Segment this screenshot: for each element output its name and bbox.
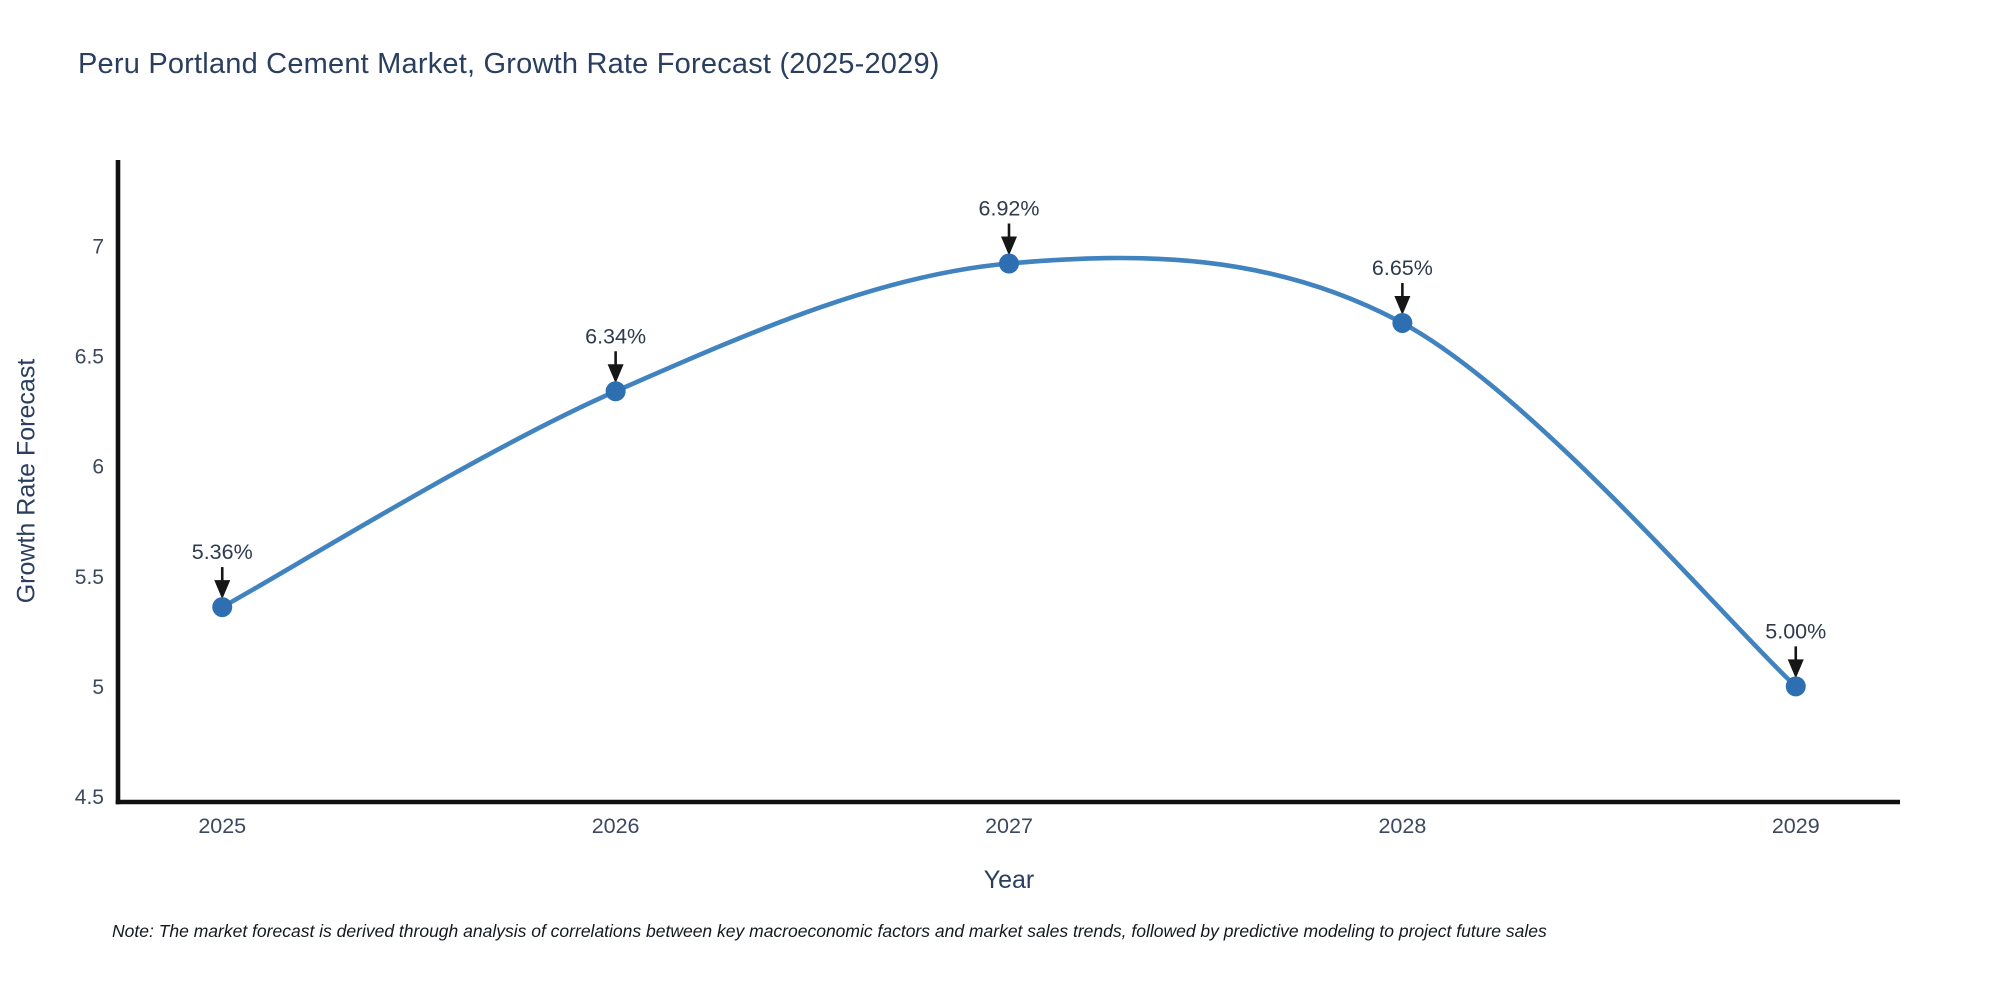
annotation-arrowhead-icon	[1001, 236, 1017, 256]
point-annotation-label: 6.65%	[1372, 256, 1433, 280]
y-tick-label: 7	[92, 235, 104, 258]
x-tick-label: 2028	[1378, 814, 1426, 838]
x-tick-label: 2027	[985, 814, 1033, 838]
data-point-marker	[605, 381, 626, 402]
data-point-marker	[1785, 676, 1806, 697]
data-point-marker	[212, 597, 233, 618]
point-annotation-label: 5.00%	[1765, 619, 1826, 643]
annotation-arrowhead-icon	[607, 364, 624, 384]
x-tick-label: 2029	[1772, 814, 1820, 838]
point-annotation-label: 6.34%	[585, 324, 646, 348]
annotation-arrowhead-icon	[1787, 659, 1804, 679]
y-tick-label: 5	[92, 676, 104, 699]
x-axis-title: Year	[983, 866, 1035, 894]
footnote: Note: The market forecast is derived thr…	[112, 921, 1547, 941]
x-tick-label: 2026	[592, 814, 640, 838]
y-tick-label: 5.5	[75, 566, 104, 589]
y-tick-label: 4.5	[75, 786, 104, 809]
data-point-marker	[1392, 312, 1413, 333]
x-tick-label: 2025	[198, 814, 246, 838]
y-tick-label: 6	[92, 456, 104, 479]
point-annotation-label: 6.92%	[979, 197, 1040, 221]
annotation-arrowhead-icon	[1394, 295, 1411, 315]
point-annotation-label: 5.36%	[192, 540, 253, 564]
y-tick-label: 6.5	[75, 346, 104, 369]
trend-line	[219, 255, 1799, 689]
chart-title: Peru Portland Cement Market, Growth Rate…	[78, 48, 940, 80]
annotation-arrowhead-icon	[214, 580, 231, 600]
data-point-marker	[999, 253, 1019, 274]
